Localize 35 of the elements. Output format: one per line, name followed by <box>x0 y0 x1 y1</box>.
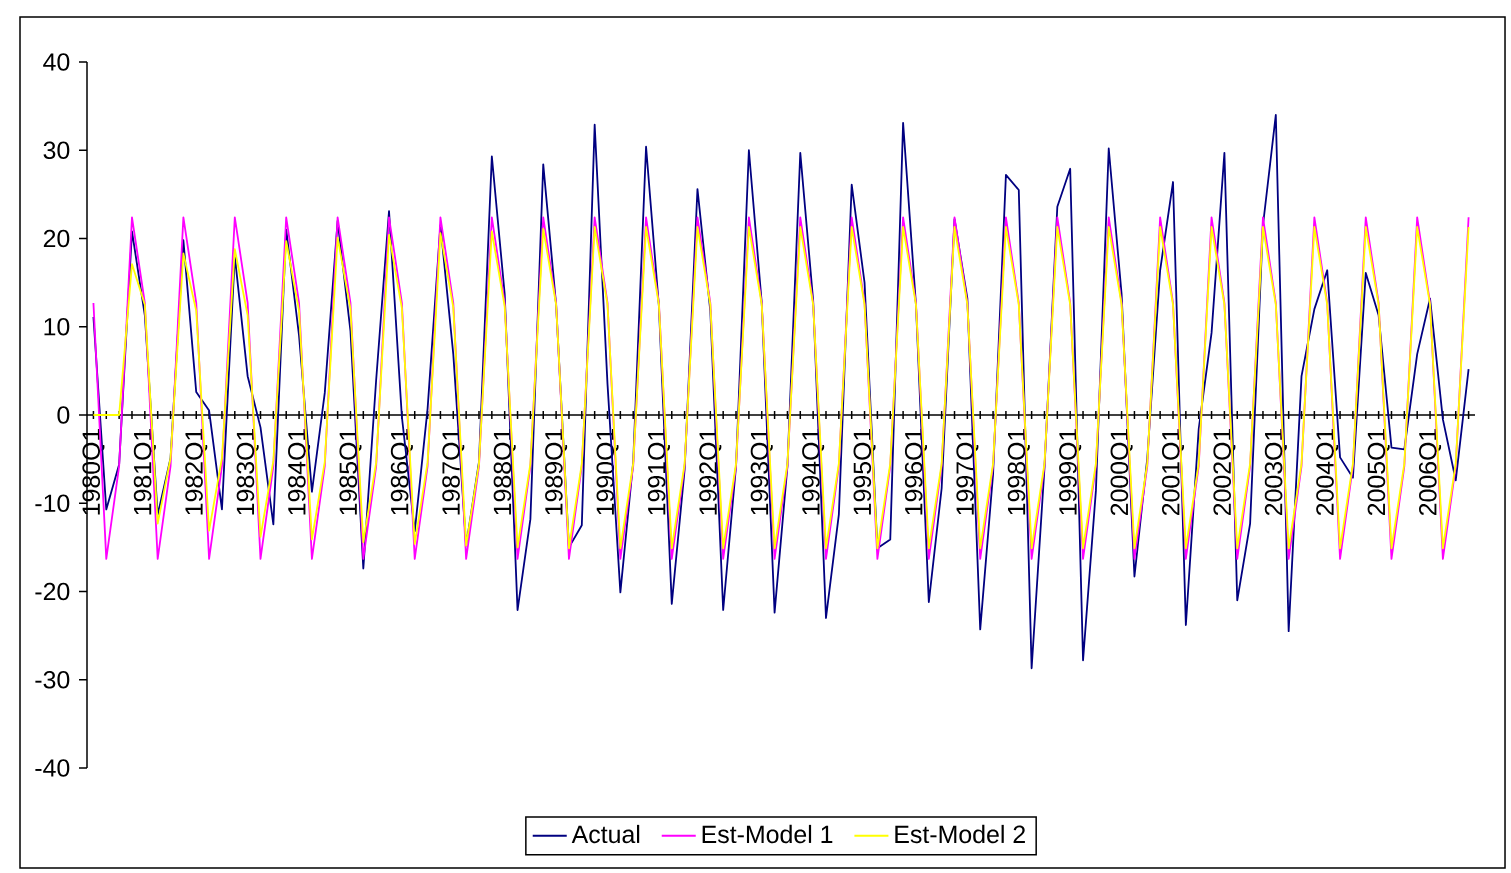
legend-label: Actual <box>571 824 640 844</box>
x-tick-label: 1989Q1 <box>545 428 568 515</box>
x-tick-label: 1984Q1 <box>288 428 311 515</box>
legend-label: Est-Model 2 <box>895 824 1025 844</box>
x-tick-label: 1998Q1 <box>1007 428 1030 515</box>
y-tick-label: 40 <box>43 53 70 71</box>
x-tick-label: 1985Q1 <box>339 428 362 515</box>
x-tick-label: 1983Q1 <box>236 428 259 515</box>
x-tick-label: 1996Q1 <box>904 428 928 515</box>
y-tick-label: -40 <box>35 759 70 777</box>
x-tick-label: 1988Q1 <box>493 428 516 515</box>
x-tick-label: 1991Q1 <box>647 428 670 515</box>
x-tick-label: 1980Q1 <box>82 428 105 515</box>
x-tick-label: 2004Q1 <box>1316 428 1339 516</box>
x-tick-label: 1995Q1 <box>853 428 876 515</box>
x-tick-label: 1994Q1 <box>802 428 825 515</box>
x-tick-label: 1981Q1 <box>133 428 156 515</box>
x-tick-label: 1986Q1 <box>390 428 413 515</box>
y-tick-label: 30 <box>43 141 70 160</box>
x-tick-label: 2000Q1 <box>1110 428 1133 516</box>
x-tick-label: 2002Q1 <box>1213 428 1236 516</box>
x-tick-label: 1982Q1 <box>185 428 208 515</box>
y-tick-label: 0 <box>57 406 70 424</box>
legend-label: Est-Model 1 <box>702 824 833 844</box>
y-tick-label: 20 <box>43 229 70 248</box>
y-tick-label: -20 <box>35 582 70 601</box>
x-tick-label: 2003Q1 <box>1264 428 1287 516</box>
x-tick-label: 2005Q1 <box>1367 428 1390 516</box>
y-tick-label: -30 <box>35 670 70 689</box>
x-tick-label: 1993Q1 <box>750 428 773 515</box>
y-tick-label: 10 <box>44 317 70 336</box>
x-tick-label: 2001Q1 <box>1161 428 1185 516</box>
x-tick-label: 1999Q1 <box>1059 428 1082 515</box>
y-tick-label: -10 <box>35 494 70 513</box>
x-tick-label: 2006Q1 <box>1419 428 1442 516</box>
